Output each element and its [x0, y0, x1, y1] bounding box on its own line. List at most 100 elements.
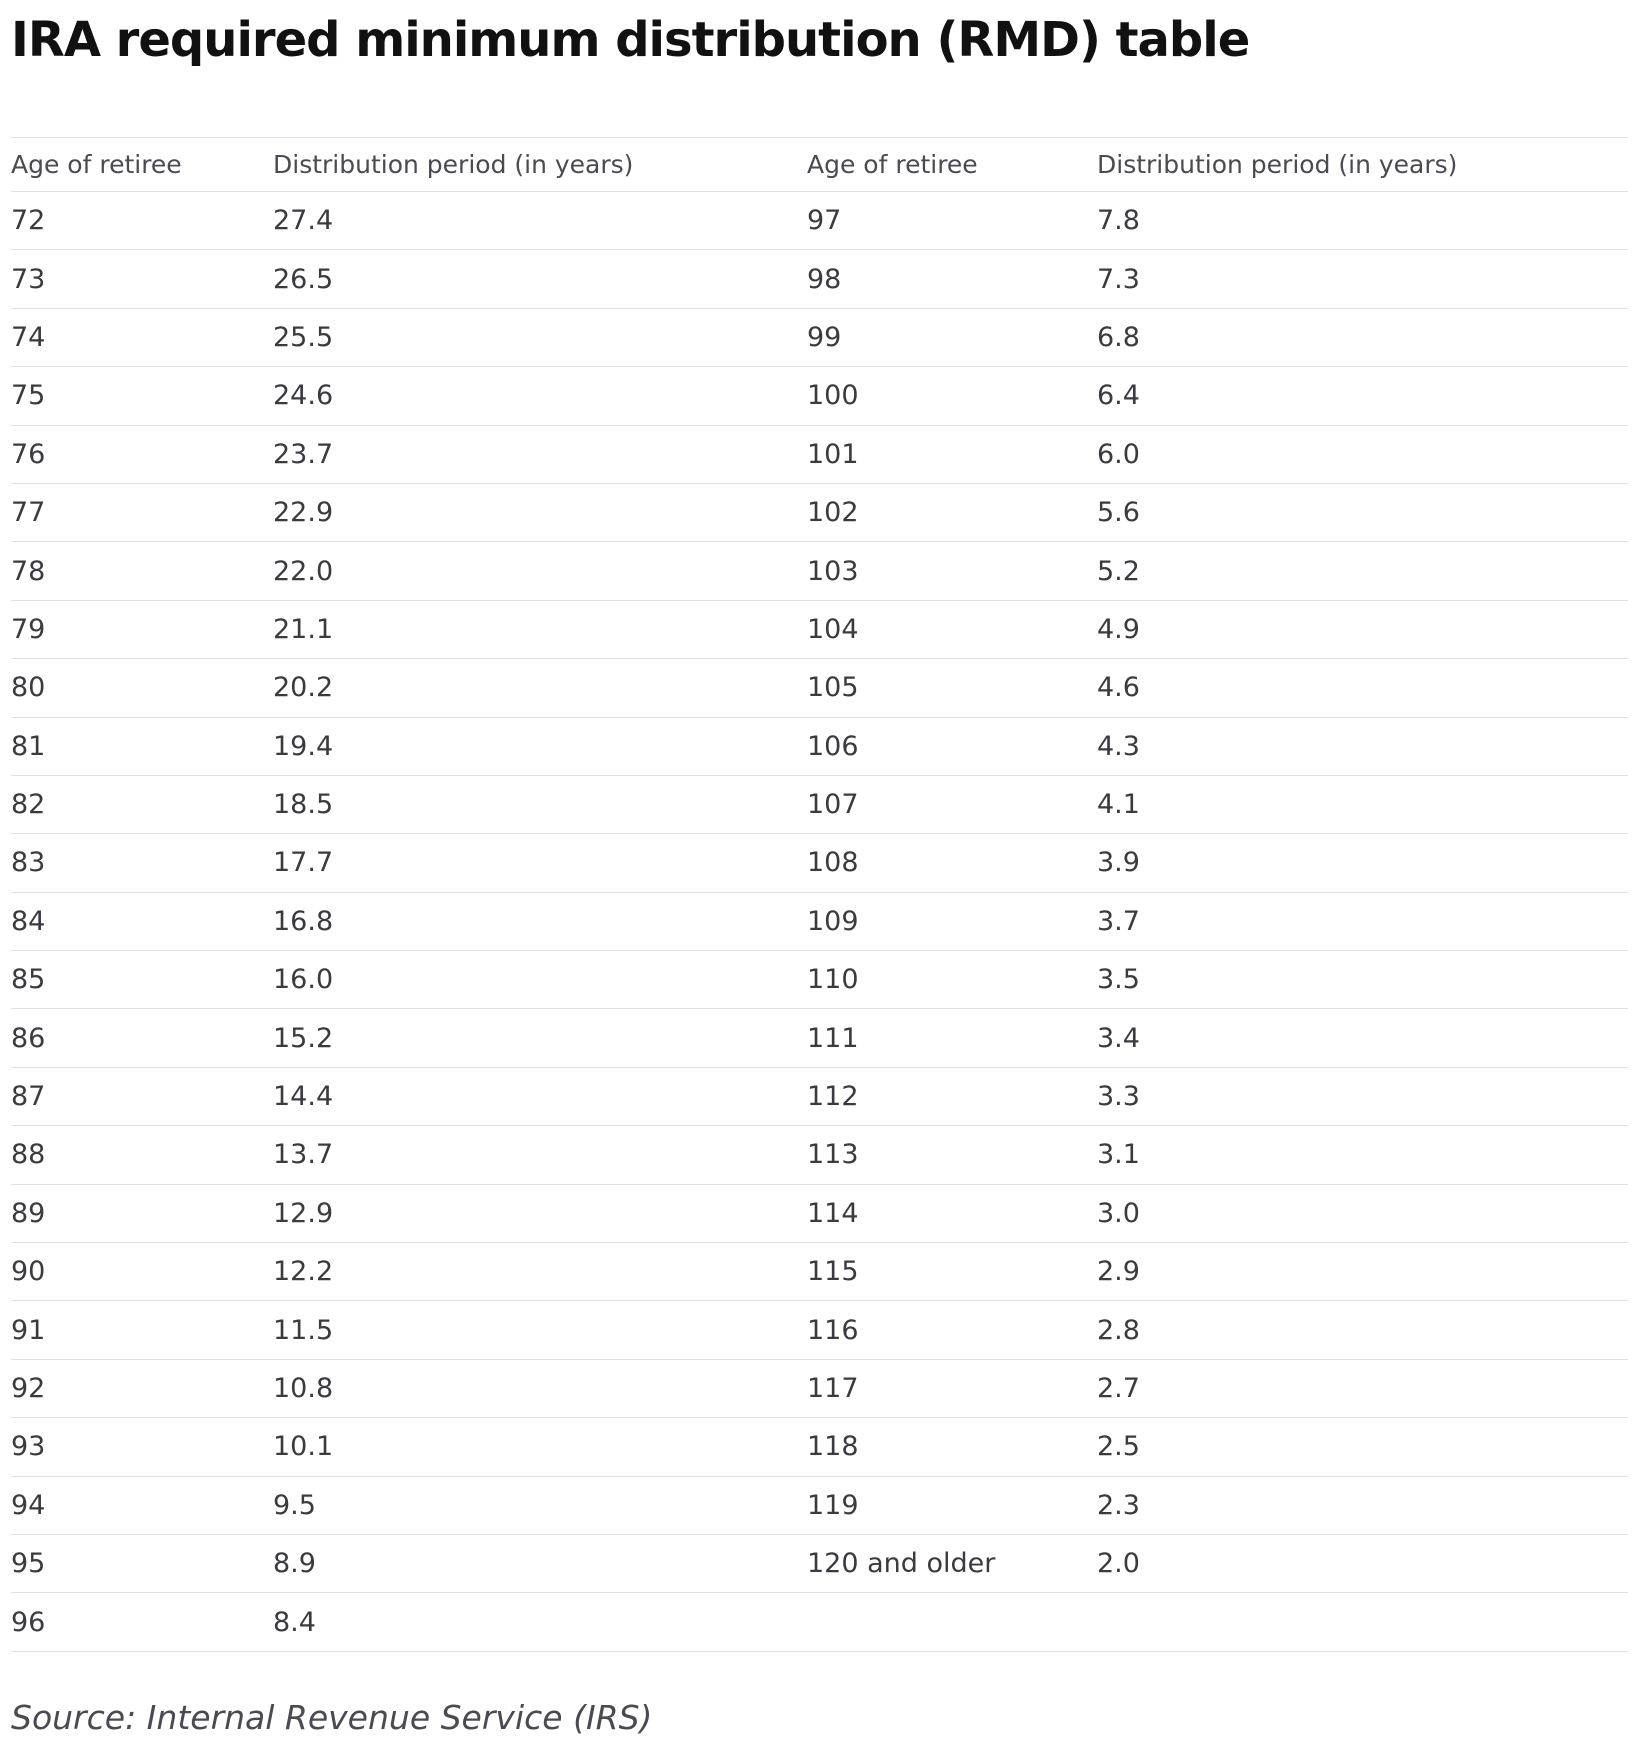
- age: 85: [11, 964, 46, 996]
- age: 88: [11, 1139, 46, 1171]
- distribution-period: 26.5: [273, 263, 334, 295]
- table-row: 88 13.7 113 3.1: [11, 1126, 1628, 1185]
- table-row: 72 27.4 97 7.8: [11, 192, 1628, 251]
- distribution-period: 16.0: [273, 964, 334, 996]
- distribution-period: 2.0: [1097, 1548, 1140, 1580]
- distribution-period: 24.6: [273, 380, 334, 412]
- distribution-period: 2.3: [1097, 1489, 1140, 1521]
- age: 102: [807, 497, 859, 529]
- table-row: 83 17.7 108 3.9: [11, 834, 1628, 893]
- age: 99: [807, 321, 842, 353]
- distribution-period: 17.7: [273, 847, 334, 879]
- age: 108: [807, 847, 859, 879]
- age: 94: [11, 1489, 46, 1521]
- distribution-period: 8.4: [273, 1606, 316, 1638]
- distribution-period: 5.6: [1097, 497, 1140, 529]
- distribution-period: 3.7: [1097, 905, 1140, 937]
- distribution-period: 9.5: [273, 1489, 316, 1521]
- table-row: 82 18.5 107 4.1: [11, 776, 1628, 835]
- age: 91: [11, 1314, 46, 1346]
- table-row: 76 23.7 101 6.0: [11, 426, 1628, 484]
- age: 84: [11, 905, 46, 937]
- age: 114: [807, 1197, 859, 1229]
- distribution-period: 10.8: [273, 1373, 334, 1404]
- rmd-table: Age of retiree Distribution period (in ye…: [11, 137, 1628, 1652]
- source-note: Source: Internal Revenue Service (IRS): [11, 1698, 653, 1737]
- age: 104: [807, 613, 859, 645]
- age: 116: [807, 1314, 859, 1346]
- table-row: 86 15.2 111 3.4: [11, 1009, 1628, 1068]
- table-row: 96 8.4: [11, 1593, 1628, 1652]
- distribution-period: 3.5: [1097, 964, 1140, 996]
- distribution-period: 12.9: [273, 1197, 334, 1229]
- table-row: 79 21.1 104 4.9: [11, 601, 1628, 660]
- age: 100: [807, 380, 859, 412]
- table-row: 77 22.9 102 5.6: [11, 484, 1628, 543]
- age: 81: [11, 730, 46, 762]
- age: 75: [11, 380, 46, 412]
- age: 74: [11, 321, 46, 353]
- age: 98: [807, 263, 842, 295]
- table-row: 94 9.5 119 2.3: [11, 1477, 1628, 1535]
- age: 87: [11, 1081, 46, 1113]
- age: 113: [807, 1139, 859, 1171]
- age: 78: [11, 555, 46, 587]
- age: 119: [807, 1489, 859, 1521]
- distribution-period: 2.7: [1097, 1373, 1140, 1404]
- table-row: 81 19.4 106 4.3: [11, 718, 1628, 776]
- age: 80: [11, 672, 46, 704]
- distribution-period: 10.1: [273, 1431, 334, 1463]
- distribution-period: 3.0: [1097, 1197, 1140, 1229]
- distribution-period: 21.1: [273, 613, 334, 645]
- age: 95: [11, 1548, 46, 1580]
- table-row: 91 11.5 116 2.8: [11, 1301, 1628, 1360]
- distribution-period: 7.3: [1097, 263, 1140, 295]
- distribution-period: 16.8: [273, 905, 334, 937]
- age: 79: [11, 613, 46, 645]
- distribution-period: 7.8: [1097, 205, 1140, 237]
- age: 96: [11, 1606, 46, 1638]
- age: 73: [11, 263, 46, 295]
- distribution-period: 19.4: [273, 730, 334, 762]
- age: 77: [11, 497, 46, 529]
- distribution-period: 14.4: [273, 1081, 334, 1113]
- age: 93: [11, 1431, 46, 1463]
- column-header: Age of retiree: [11, 150, 182, 179]
- column-header: Age of retiree: [807, 150, 978, 179]
- distribution-period: 2.8: [1097, 1314, 1140, 1346]
- distribution-period: 5.2: [1097, 555, 1140, 587]
- distribution-period: 8.9: [273, 1548, 316, 1580]
- distribution-period: 13.7: [273, 1139, 334, 1171]
- distribution-period: 4.9: [1097, 613, 1140, 645]
- table-row: 87 14.4 112 3.3: [11, 1068, 1628, 1127]
- distribution-period: 6.0: [1097, 438, 1140, 470]
- distribution-period: 3.9: [1097, 847, 1140, 879]
- column-header: Distribution period (in years): [273, 150, 634, 179]
- age: 101: [807, 438, 859, 470]
- age: 76: [11, 438, 46, 470]
- age: 97: [807, 205, 842, 237]
- table-row: 80 20.2 105 4.6: [11, 659, 1628, 718]
- distribution-period: 18.5: [273, 789, 334, 821]
- distribution-period: 3.1: [1097, 1139, 1140, 1171]
- distribution-period: 12.2: [273, 1256, 334, 1288]
- age: 109: [807, 905, 859, 937]
- distribution-period: 22.9: [273, 497, 334, 529]
- age: 105: [807, 672, 859, 704]
- title: IRA required minimum distribution (RMD) …: [11, 12, 1250, 68]
- table-row: 92 10.8 117 2.7: [11, 1360, 1628, 1419]
- distribution-period: 4.6: [1097, 672, 1140, 704]
- table-row: 93 10.1 118 2.5: [11, 1418, 1628, 1477]
- table-row: 74 25.5 99 6.8: [11, 309, 1628, 368]
- distribution-period: 23.7: [273, 438, 334, 470]
- table-row: 73 26.5 98 7.3: [11, 250, 1628, 309]
- table-row: 89 12.9 114 3.0: [11, 1185, 1628, 1244]
- age: 82: [11, 789, 46, 821]
- age: 103: [807, 555, 859, 587]
- distribution-period: 11.5: [273, 1314, 334, 1346]
- distribution-period: 3.4: [1097, 1022, 1140, 1054]
- distribution-period: 6.4: [1097, 380, 1140, 412]
- age: 110: [807, 964, 859, 996]
- table-row: 90 12.2 115 2.9: [11, 1243, 1628, 1302]
